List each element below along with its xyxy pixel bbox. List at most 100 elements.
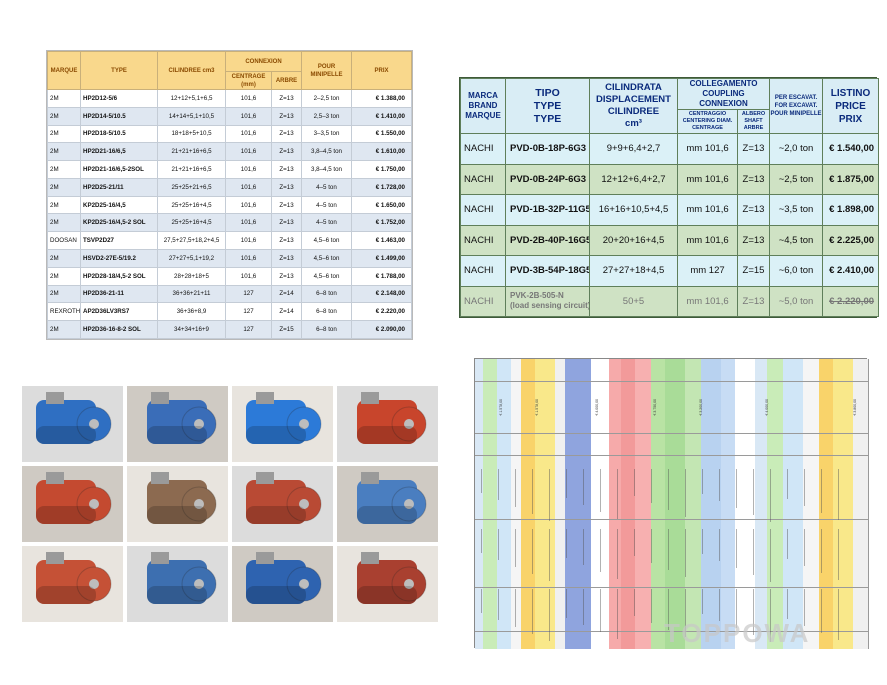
cell-prix: € 2.090,00 xyxy=(351,320,412,339)
header-displacement: DISPLACEMENT xyxy=(596,94,671,105)
red-pump-photo xyxy=(22,546,123,622)
header-connexion-it: CONNEXION xyxy=(699,99,748,108)
sheet-cell-text xyxy=(719,589,720,621)
cell-marque: 2M xyxy=(47,177,81,197)
pump-shaft xyxy=(194,419,204,429)
sheet-cell-text xyxy=(821,529,822,573)
tipo-sub: (load sensing circuit) xyxy=(510,301,590,311)
pump-shadow xyxy=(36,586,96,604)
header-cilindree: CILINDREE xyxy=(607,106,660,117)
blue-pump-photo xyxy=(232,386,333,462)
pump-illustration xyxy=(337,466,438,542)
sheet-cell-text xyxy=(787,469,788,499)
cell-centrage: 127 xyxy=(225,302,272,322)
cell-pour-minipelle: 4,5–6 ton xyxy=(301,231,352,251)
cell-prix: € 2.220,00 xyxy=(351,302,412,322)
header-price: PRICE xyxy=(835,100,866,112)
cell-listino: € 2.220,00 xyxy=(822,285,880,317)
cell-arbre: Z=13 xyxy=(271,249,302,268)
cell-brand: NACHI xyxy=(460,285,506,317)
cell-marque: 2M xyxy=(47,213,81,233)
cell-centrage: 101,6 xyxy=(225,142,272,162)
blue-pump-photo xyxy=(22,386,123,462)
cell-arbre: Z=13 xyxy=(271,266,302,286)
cell-type: TSVP2D27 xyxy=(80,231,158,251)
cell-brand: NACHI xyxy=(460,255,506,287)
sheet-cell-text xyxy=(515,589,516,627)
cell-type: HP2D28-18/4,5-2 SOL xyxy=(80,266,158,286)
cell-pour-minipelle: 3,8–4,5 ton xyxy=(301,142,352,162)
header-pour-minipelle: POUR MINIPELLE xyxy=(301,51,352,90)
cell-prix: € 1.650,00 xyxy=(351,195,412,215)
sheet-cell-text xyxy=(770,529,771,582)
cell-cylindree: 14+14+5,1+10,5 xyxy=(157,106,226,126)
red-pump-photo xyxy=(337,546,438,622)
cell-arbre: Z=13 xyxy=(271,195,302,215)
cell-prix: € 1.752,00 xyxy=(351,213,412,233)
cell-centraggio: mm 101,6 xyxy=(677,224,738,256)
pump-port xyxy=(361,552,379,564)
cell-cylindree: 25+25+16+4,5 xyxy=(157,213,226,233)
sheet-cell-text xyxy=(634,589,635,616)
cell-albero: Z=13 xyxy=(736,224,771,256)
sheet-cell-text xyxy=(600,469,601,512)
pump-shadow xyxy=(246,426,306,444)
header-cilindrata-group: CILINDRATA DISPLACEMENT CILINDREE cm³ xyxy=(589,78,678,134)
cell-type: HP2D12-5/6 xyxy=(80,89,158,108)
pump-shaft xyxy=(299,499,309,509)
header-brand: BRAND xyxy=(468,101,498,110)
sheet-cell-text xyxy=(787,529,788,559)
sheet-column xyxy=(833,359,854,649)
cell-cylindree: 18+18+5+10,5 xyxy=(157,124,226,144)
cell-centrage: 101,6 xyxy=(225,160,272,179)
pump-port xyxy=(46,552,64,564)
cell-pour-minipelle: 4–5 ton xyxy=(301,177,352,197)
left-table-body: 2M HP2D12-5/6 12+12+5,1+6,5 101,6 Z=13 2–2,5 … xyxy=(47,89,412,339)
header-marque: MARQUE xyxy=(465,111,501,120)
header-type-fr: TYPE xyxy=(533,112,562,125)
cell-marque: REXROTH xyxy=(47,302,81,322)
cell-per-escavat: ~2,0 ton xyxy=(769,133,824,165)
left-table-row: 2M HP2D18-5/10.5 18+18+5+10,5 101,6 Z=13 3–3,… xyxy=(47,124,412,144)
right-table-grid: MARCA BRAND MARQUE TIPO TYPE TYPE CILIND… xyxy=(460,78,880,317)
cell-cilindrata: 50+5 xyxy=(589,285,678,317)
cell-centrage: 101,6 xyxy=(225,249,272,268)
sheet-cell-text xyxy=(804,469,805,506)
cell-albero: Z=13 xyxy=(736,163,771,195)
sheet-cell-text xyxy=(685,469,686,517)
cell-cilindrata: 9+9+6,4+2,7 xyxy=(589,133,678,165)
sheet-cell-text xyxy=(600,589,601,632)
left-table-row: DOOSAN TSVP2D27 27,5+27,5+18,2+4,5 101,6 Z=1… xyxy=(47,231,412,251)
sheet-cell-text xyxy=(804,589,805,626)
cell-brand: NACHI xyxy=(460,133,506,165)
sheet-cell-text xyxy=(481,469,482,493)
right-table-row: NACHI PVD-0B-18P-6G3 9+9+6,4+2,7 mm 101,6 Z=… xyxy=(460,133,880,165)
sheet-cell-text xyxy=(549,469,550,521)
pump-illustration xyxy=(232,466,333,542)
blue-pump-photo xyxy=(232,546,333,622)
cell-per-escavat: ~2,5 ton xyxy=(769,163,824,195)
red-pump-photo xyxy=(337,386,438,462)
sheet-row-divider xyxy=(475,455,868,456)
cell-marque: 2M xyxy=(47,195,81,215)
sheet-price-label: € 4.000,00 xyxy=(595,399,599,416)
pump-port xyxy=(46,472,64,484)
left-table-row: 2M HP2D12-5/6 12+12+5,1+6,5 101,6 Z=13 2–2,5 … xyxy=(47,89,412,108)
header-albero: ALBERO SHAFT ARBRE xyxy=(736,109,771,134)
cell-tipo: PVD-1B-32P-11G5 xyxy=(505,194,590,226)
right-table-row: NACHI PVD-2B-40P-16G5 20+20+16+4,5 mm 101,6… xyxy=(460,224,880,256)
sheet-cell-text xyxy=(617,469,618,519)
cell-marque: 2M xyxy=(47,266,81,286)
right-table-row: NACHI PVD-0B-24P-6G3 12+12+6,4+2,7 mm 101,6… xyxy=(460,163,880,195)
pump-shadow xyxy=(36,506,96,524)
sheet-cell-text xyxy=(736,469,737,508)
pump-illustration xyxy=(232,546,333,622)
sheet-cell-text xyxy=(600,529,601,572)
cell-centrage: 101,6 xyxy=(225,213,272,233)
pump-shadow xyxy=(246,586,306,604)
sheet-cell-text xyxy=(787,589,788,619)
cell-albero: Z=13 xyxy=(736,285,771,317)
cell-tipo: PVD-0B-24P-6G3 xyxy=(505,163,590,195)
cell-centrage: 101,6 xyxy=(225,106,272,126)
cell-prix: € 1.388,00 xyxy=(351,89,412,108)
